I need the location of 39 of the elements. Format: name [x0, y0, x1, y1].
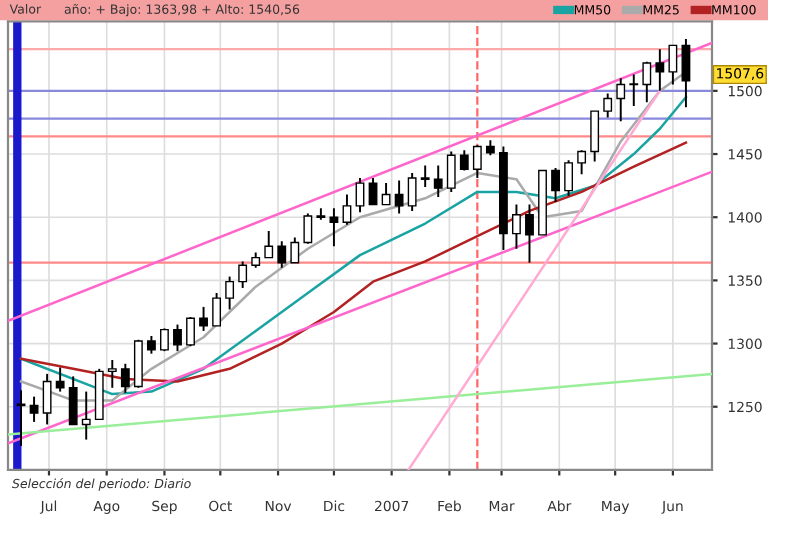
candlestick: [655, 48, 665, 92]
candlestick: [303, 212, 313, 245]
candlestick: [420, 164, 430, 188]
candlestick: [629, 73, 639, 107]
candlestick: [186, 316, 195, 348]
candlestick: [616, 77, 626, 123]
candlestick: [446, 150, 456, 193]
candlestick: [642, 60, 652, 104]
candlestick: [290, 236, 300, 264]
candlestick: [368, 177, 378, 206]
candlestick: [564, 159, 574, 197]
candlestick: [551, 166, 560, 204]
candlestick: [81, 390, 91, 441]
candlestick: [472, 144, 482, 180]
candlestick: [225, 275, 235, 311]
candlestick: [212, 292, 222, 327]
candlestick: [107, 359, 117, 389]
candlestick: [173, 323, 182, 353]
candlestick: [55, 366, 65, 393]
candlestick: [407, 172, 417, 212]
candlestick: [68, 375, 78, 426]
candlestick: [264, 230, 274, 259]
candlestick: [577, 149, 587, 176]
candlestick: [525, 203, 534, 264]
candlestick: [199, 305, 208, 332]
candlestick: [603, 92, 613, 119]
candlestick: [590, 110, 600, 163]
candlestick: [394, 179, 404, 215]
candlestick: [29, 395, 39, 423]
candlestick: [42, 372, 52, 426]
candlestick: [512, 203, 521, 250]
candlestick: [133, 338, 143, 389]
candlestick: [433, 164, 443, 198]
candlestick: [120, 362, 130, 394]
candlestick: [355, 177, 365, 214]
candlestick: [238, 260, 248, 289]
candlestick: [277, 240, 287, 269]
candlestick: [668, 44, 678, 86]
candlestick: [342, 193, 352, 226]
